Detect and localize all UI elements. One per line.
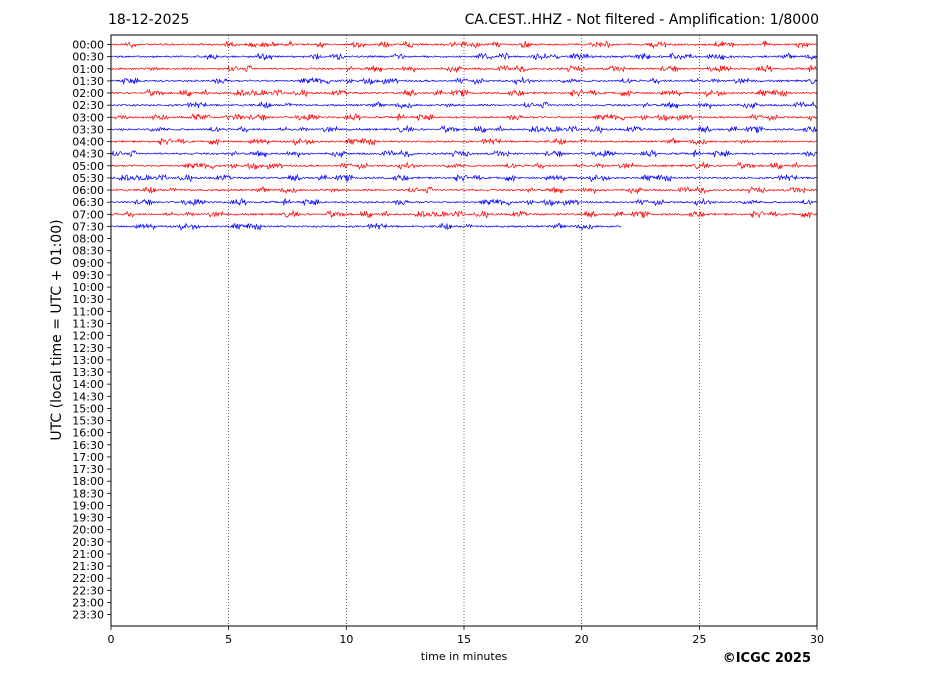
seismic-trace (110, 124, 817, 134)
x-tick-label: 25 (692, 633, 706, 646)
seismic-trace (110, 197, 817, 207)
y-tick-label: 06:30 (72, 196, 104, 209)
y-tick-label: 02:00 (72, 87, 104, 100)
y-tick-label: 04:30 (72, 148, 104, 161)
seismic-trace (110, 137, 817, 146)
y-tick-label: 22:30 (72, 584, 104, 597)
y-tick-label: 07:30 (72, 220, 104, 233)
y-tick-label: 21:30 (72, 560, 104, 573)
y-tick-label: 10:30 (72, 293, 104, 306)
seismic-trace (110, 209, 817, 219)
y-tick-label: 19:30 (72, 512, 104, 525)
chart-title: CA.CEST..HHZ - Not filtered - Amplificat… (464, 12, 819, 28)
y-tick-label: 01:30 (72, 75, 104, 88)
seismic-trace (110, 222, 622, 231)
x-tick-label: 30 (810, 633, 824, 646)
copyright-label: ©ICGC 2025 (722, 651, 811, 666)
seismic-trace (110, 52, 817, 61)
y-tick-label: 12:00 (72, 330, 104, 343)
y-tick-label: 11:30 (72, 317, 104, 330)
y-tick-label: 09:00 (72, 257, 104, 270)
x-tick-label: 20 (575, 633, 589, 646)
y-tick-label: 23:30 (72, 609, 104, 622)
x-tick-label: 15 (457, 633, 471, 646)
y-tick-label: 20:00 (72, 524, 104, 537)
seismic-trace (110, 40, 817, 49)
x-tick-label: 10 (339, 633, 353, 646)
x-tick-label: 5 (225, 633, 232, 646)
x-tick-label: 0 (108, 633, 115, 646)
y-tick-label: 00:00 (72, 39, 104, 52)
y-tick-label: 05:00 (72, 160, 104, 173)
y-tick-label: 14:00 (72, 378, 104, 391)
y-tick-label: 21:00 (72, 548, 104, 561)
y-tick-label: 18:30 (72, 487, 104, 500)
y-tick-label: 12:30 (72, 342, 104, 355)
seismic-trace (110, 112, 817, 122)
y-tick-label: 07:00 (72, 208, 104, 221)
seismic-trace (110, 160, 817, 171)
seismic-trace (110, 88, 817, 98)
y-tick-label: 19:00 (72, 499, 104, 512)
plot-frame (110, 34, 818, 627)
seismic-trace (110, 76, 817, 86)
y-tick-label: 06:00 (72, 184, 104, 197)
y-tick-label: 03:00 (72, 111, 104, 124)
x-axis-label: time in minutes (420, 650, 508, 663)
seismic-trace (110, 149, 817, 159)
y-tick-label: 22:00 (72, 572, 104, 585)
date-label: 18-12-2025 (108, 12, 190, 28)
y-tick-label: 15:30 (72, 415, 104, 428)
y-tick-label: 11:00 (72, 305, 104, 318)
y-tick-label: 23:00 (72, 596, 104, 609)
seismic-trace (110, 100, 817, 110)
y-tick-label: 20:30 (72, 536, 104, 549)
y-tick-label: 15:00 (72, 402, 104, 415)
y-tick-label: 16:30 (72, 439, 104, 452)
y-tick-label: 10:00 (72, 281, 104, 294)
y-tick-label: 16:00 (72, 427, 104, 440)
y-tick-label: 14:30 (72, 390, 104, 403)
y-tick-label: 05:30 (72, 172, 104, 185)
y-tick-label: 00:30 (72, 51, 104, 64)
y-tick-label: 08:00 (72, 233, 104, 246)
y-tick-label: 08:30 (72, 245, 104, 258)
seismic-trace (110, 173, 817, 183)
y-axis-label: UTC (local time = UTC + 01:00) (49, 219, 65, 441)
y-tick-label: 17:30 (72, 463, 104, 476)
seismic-trace (110, 64, 817, 74)
y-tick-label: 01:00 (72, 63, 104, 76)
y-tick-label: 03:30 (72, 123, 104, 136)
y-tick-label: 13:30 (72, 366, 104, 379)
seismic-trace (110, 185, 817, 195)
y-tick-label: 17:00 (72, 451, 104, 464)
y-tick-label: 02:30 (72, 99, 104, 112)
y-tick-label: 09:30 (72, 269, 104, 282)
y-tick-label: 13:00 (72, 354, 104, 367)
y-tick-label: 18:00 (72, 475, 104, 488)
y-tick-label: 04:00 (72, 136, 104, 149)
